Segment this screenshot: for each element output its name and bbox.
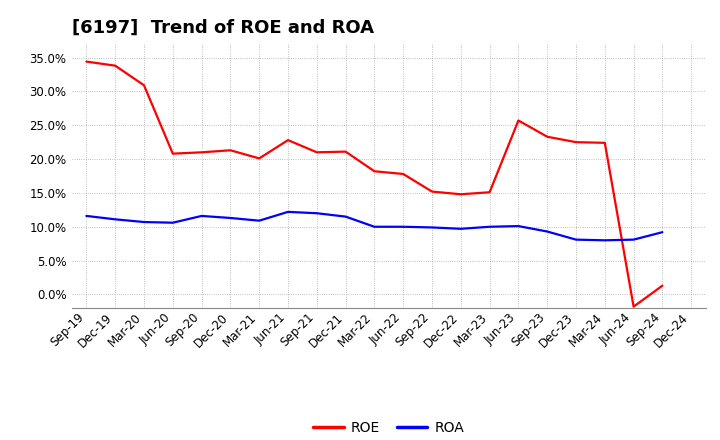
ROA [514,224,523,229]
Legend: ROE, ROA: ROE, ROA [308,415,469,440]
ROA [341,214,350,219]
ROA [600,238,609,243]
ROA [370,224,379,229]
ROE [543,134,552,139]
ROE [658,283,667,288]
ROA [629,237,638,242]
ROA [485,224,494,229]
ROA [572,237,580,242]
ROA [658,230,667,235]
ROE [514,118,523,123]
ROA [226,215,235,220]
ROA [111,216,120,222]
ROE [168,151,177,156]
ROA [82,213,91,219]
ROE [572,139,580,145]
ROE [197,150,206,155]
ROE [456,192,465,197]
ROE [82,59,91,64]
ROA [312,211,321,216]
ROA [168,220,177,225]
ROE [428,189,436,194]
ROA [284,209,292,215]
ROE [140,83,148,88]
ROA [255,218,264,224]
ROE [600,140,609,146]
ROA [197,213,206,219]
ROE [370,169,379,174]
ROE [485,190,494,195]
Line: ROE: ROE [86,62,662,307]
ROE [111,63,120,68]
ROA [543,229,552,234]
ROA [428,225,436,230]
ROE [312,150,321,155]
ROE [226,148,235,153]
ROA [456,226,465,231]
ROA [399,224,408,229]
Text: [6197]  Trend of ROE and ROA: [6197] Trend of ROE and ROA [72,19,374,37]
ROE [399,171,408,176]
ROE [284,137,292,143]
ROE [255,156,264,161]
Line: ROA: ROA [86,212,662,240]
ROE [629,304,638,309]
ROE [341,149,350,154]
ROA [140,220,148,225]
